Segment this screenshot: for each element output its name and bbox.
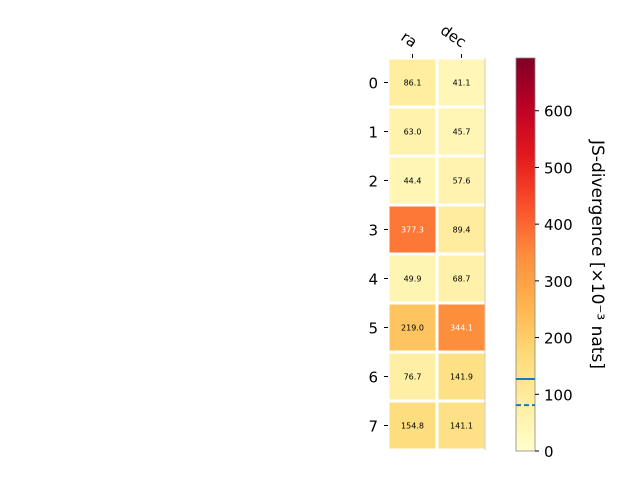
colorbar-tick-label: 300	[544, 273, 573, 291]
heatmap-cell	[389, 59, 436, 106]
heatmap-cell	[438, 59, 485, 106]
column-label: ra	[398, 28, 421, 52]
cell-value-label: 141.9	[450, 373, 473, 382]
heatmap-cell	[389, 255, 436, 302]
row-labels: 0 1 2 3 4 5 6 7	[368, 75, 388, 436]
heatmap-cell	[438, 206, 485, 253]
colorbar-label: JS-divergence [×10⁻³ nats]	[587, 139, 607, 369]
colorbar-tick-label: 0	[544, 443, 554, 461]
cell-value-label: 68.7	[453, 275, 471, 284]
cell-value-label: 344.1	[450, 324, 473, 333]
row-label: 6	[368, 369, 378, 387]
heatmap-cell	[389, 157, 436, 204]
row-label: 7	[368, 418, 378, 436]
cell-value-label: 141.1	[450, 422, 473, 431]
row-label: 5	[368, 320, 378, 338]
colorbar-gradient	[515, 57, 536, 452]
cell-value-label: 45.7	[453, 128, 471, 137]
heatmap-cell	[438, 255, 485, 302]
cell-value-label: 86.1	[404, 79, 422, 88]
cell-value-label: 89.4	[453, 226, 471, 235]
cell-value-label: 49.9	[404, 275, 422, 284]
heatmap-cell	[438, 402, 485, 449]
heatmap-cell	[438, 157, 485, 204]
heatmap-cell	[389, 108, 436, 155]
row-label: 2	[368, 173, 378, 191]
row-label: 0	[368, 75, 378, 93]
colorbar-tick-label: 600	[544, 103, 573, 121]
row-label: 1	[368, 124, 378, 142]
heatmap-cell	[389, 206, 436, 253]
cell-value-label: 154.8	[401, 422, 424, 431]
row-label: 4	[368, 271, 378, 289]
heatmap-cell	[438, 108, 485, 155]
colorbar-tick-label: 200	[544, 330, 573, 348]
colorbar-tick-label: 500	[544, 159, 573, 177]
cell-value-label: 219.0	[401, 324, 424, 333]
cell-value-label: 76.7	[404, 373, 422, 382]
cell-value-label: 57.6	[453, 177, 471, 186]
row-label: 3	[368, 222, 378, 240]
cell-value-label: 63.0	[404, 128, 422, 137]
heatmap-cell	[438, 353, 485, 400]
heatmap-cells: 86.1 41.1 63.0 45.7 44.4 57.6 377.3 89.4 49.9 68.…	[389, 58, 486, 450]
column-label: dec	[437, 21, 469, 51]
heatmap-cell	[389, 304, 436, 351]
heatmap-cell	[389, 402, 436, 449]
heatmap-cell	[389, 353, 436, 400]
colorbar-tick-label: 100	[544, 386, 573, 404]
cell-value-label: 41.1	[453, 79, 471, 88]
cell-value-label: 44.4	[404, 177, 422, 186]
column-labels: ra dec	[398, 21, 470, 58]
colorbar: 0 100 200 300 400 500 600 JS-divergence [×10⁻³ …	[515, 57, 607, 461]
heatmap-cell	[438, 304, 485, 351]
cell-value-label: 377.3	[401, 226, 424, 235]
colorbar-tick-label: 400	[544, 216, 573, 234]
